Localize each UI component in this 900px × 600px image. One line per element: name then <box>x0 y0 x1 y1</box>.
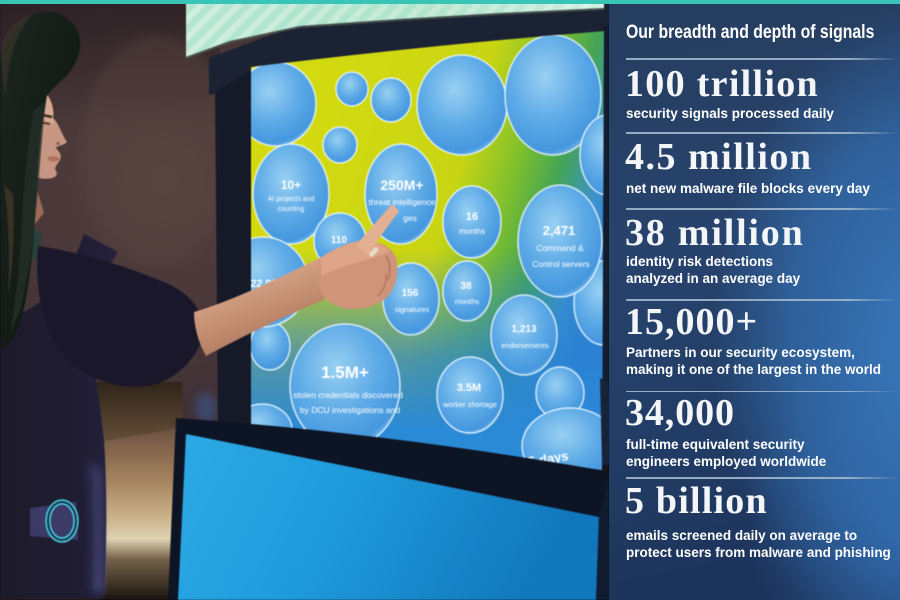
svg-text:1,213: 1,213 <box>511 324 536 335</box>
svg-text:AI projects and: AI projects and <box>268 196 315 203</box>
svg-text:ges: ges <box>403 213 417 223</box>
svg-text:months: months <box>455 297 480 306</box>
svg-text:1.5M+: 1.5M+ <box>321 363 369 382</box>
svg-text:worker shortage: worker shortage <box>442 400 497 409</box>
svg-text:10+: 10+ <box>281 178 301 192</box>
svg-text:endorsements: endorsements <box>501 341 549 350</box>
svg-text:threat intelligence: threat intelligence <box>369 197 436 207</box>
svg-text:stolen credentials discovered: stolen credentials discovered <box>293 390 403 400</box>
svg-text:signatures: signatures <box>395 305 430 314</box>
svg-text:by DCU investigations and: by DCU investigations and <box>300 405 400 415</box>
svg-text:38: 38 <box>460 281 472 292</box>
svg-text:156: 156 <box>402 288 419 299</box>
svg-text:110: 110 <box>331 235 348 246</box>
svg-text:Control servers: Control servers <box>532 259 590 269</box>
svg-text:2,471: 2,471 <box>543 223 576 238</box>
svg-text:3.5M: 3.5M <box>457 382 481 394</box>
svg-text:250M+: 250M+ <box>380 177 423 193</box>
svg-text:16: 16 <box>466 211 478 223</box>
svg-text:counting: counting <box>278 206 305 213</box>
svg-text:months: months <box>459 227 485 236</box>
svg-text:Command &: Command & <box>536 243 584 253</box>
